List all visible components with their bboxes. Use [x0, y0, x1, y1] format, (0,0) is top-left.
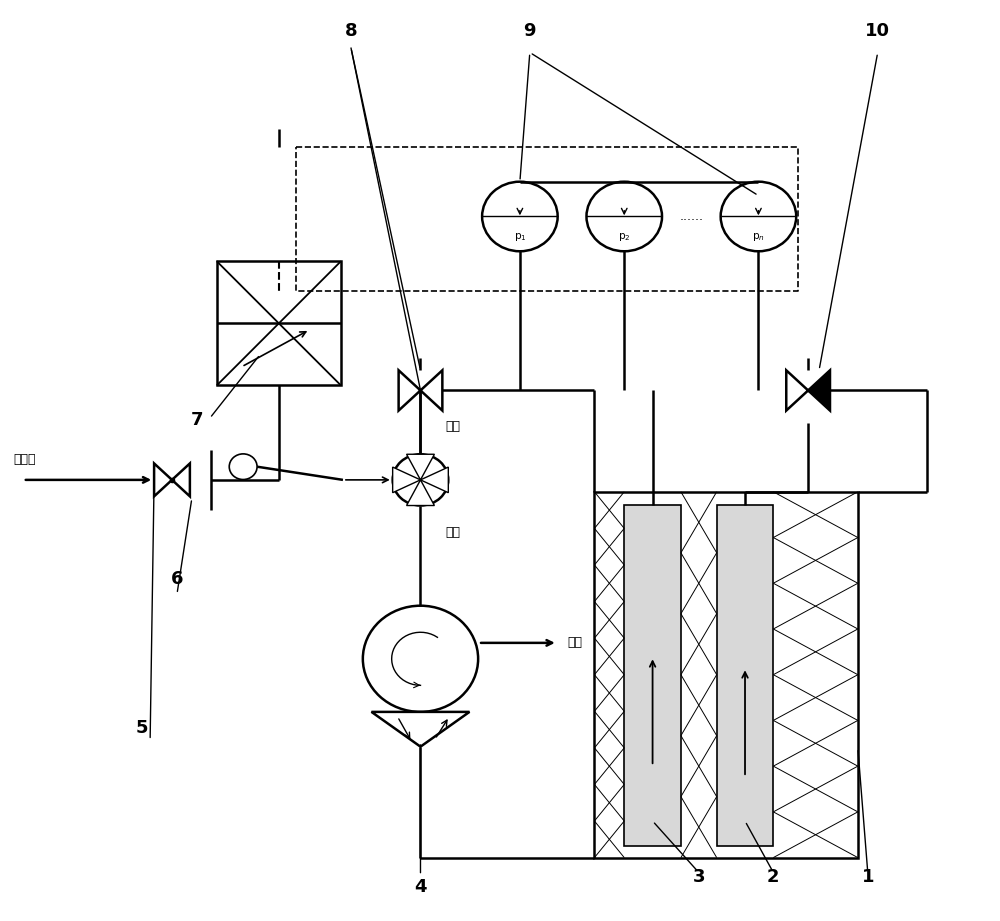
- Polygon shape: [371, 712, 469, 747]
- Polygon shape: [393, 467, 420, 493]
- Text: 下路: 下路: [445, 527, 460, 540]
- Polygon shape: [399, 370, 420, 411]
- Polygon shape: [172, 463, 190, 496]
- Text: 4: 4: [414, 879, 427, 896]
- Text: 10: 10: [865, 21, 890, 40]
- Bar: [217, 262, 341, 386]
- Text: 3: 3: [693, 869, 705, 887]
- Polygon shape: [808, 370, 830, 411]
- Text: 8: 8: [345, 21, 357, 40]
- Text: ......: ......: [679, 210, 703, 223]
- Text: 5: 5: [136, 719, 148, 738]
- Polygon shape: [786, 370, 808, 411]
- Polygon shape: [407, 480, 434, 506]
- Text: 6: 6: [171, 570, 183, 589]
- Text: 7: 7: [191, 412, 203, 429]
- Polygon shape: [407, 454, 434, 480]
- Text: p$_2$: p$_2$: [618, 231, 631, 243]
- Text: p$_1$: p$_1$: [514, 231, 526, 243]
- Text: 9: 9: [524, 21, 536, 40]
- Text: 尾气: 尾气: [568, 636, 583, 649]
- Bar: [717, 505, 773, 845]
- Text: 1: 1: [862, 869, 874, 887]
- Polygon shape: [420, 370, 442, 411]
- Text: 上路: 上路: [445, 420, 460, 433]
- Text: p$_n$: p$_n$: [752, 231, 765, 243]
- Bar: [594, 492, 858, 857]
- Text: 钢瓶气: 钢瓶气: [13, 453, 35, 466]
- Polygon shape: [154, 463, 172, 496]
- Text: 2: 2: [767, 869, 780, 887]
- Bar: [624, 505, 681, 845]
- Polygon shape: [420, 467, 448, 493]
